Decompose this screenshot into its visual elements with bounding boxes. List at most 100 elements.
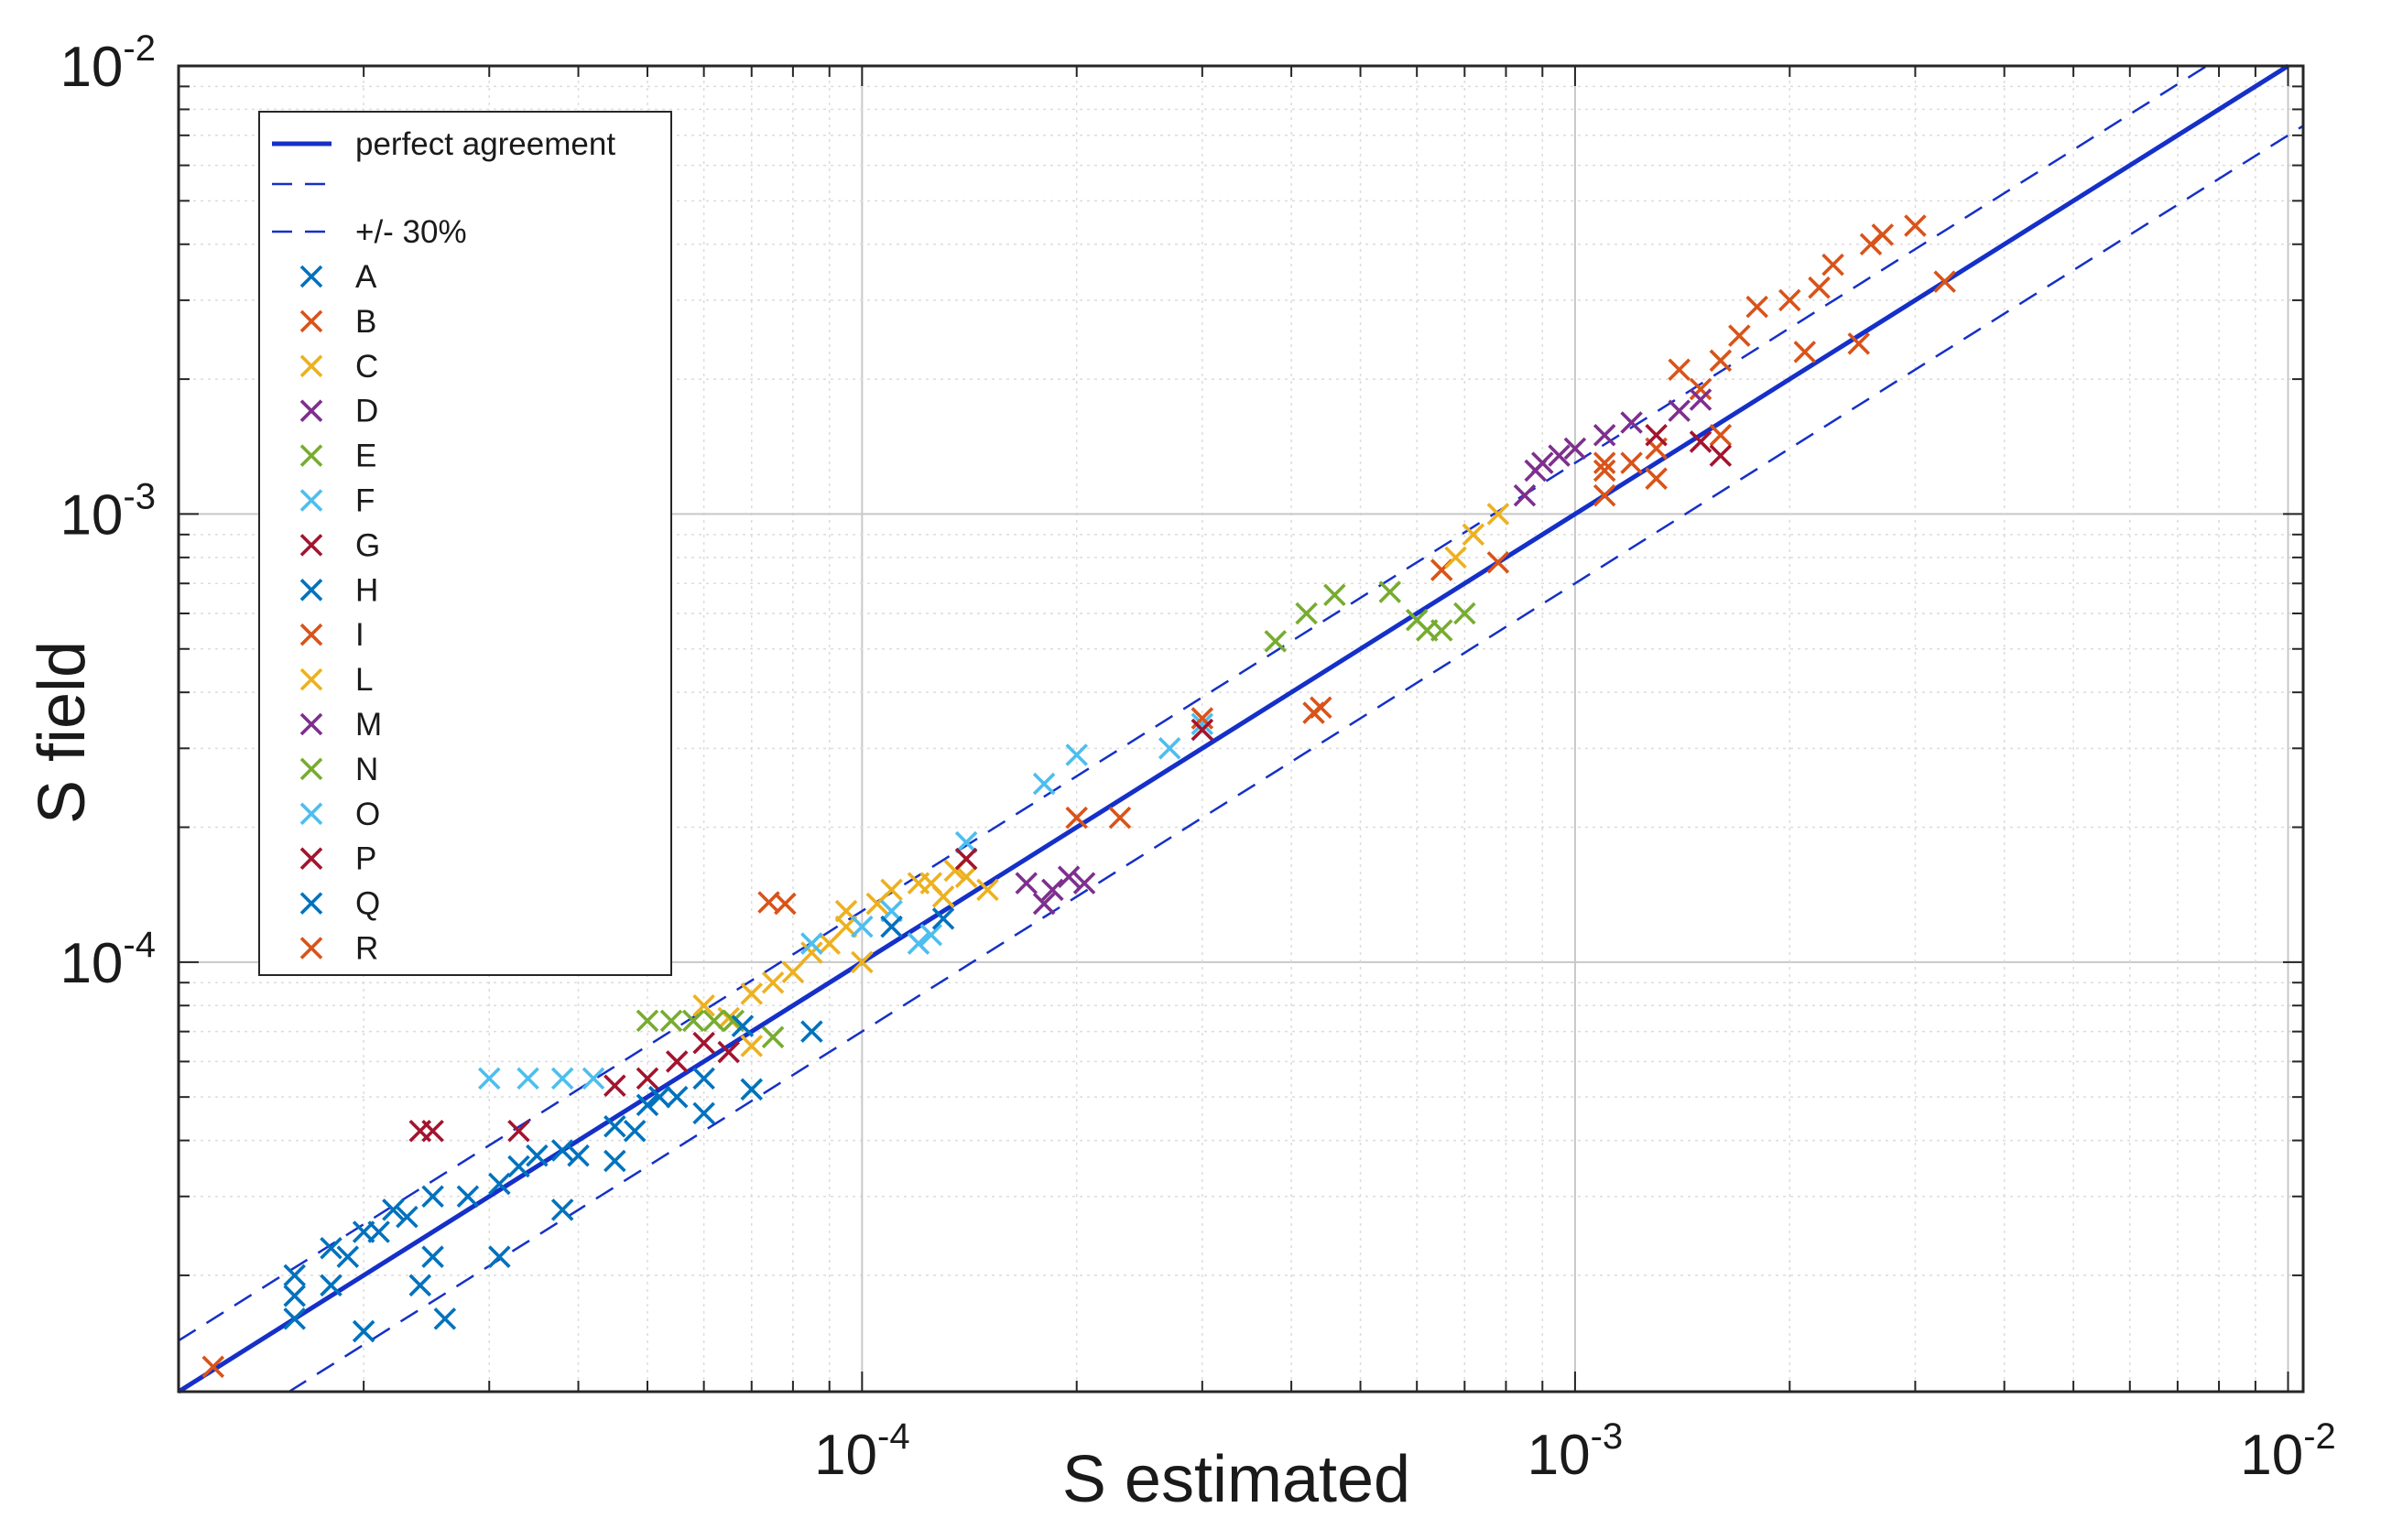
data-point-p xyxy=(1190,718,1214,742)
legend-label-f: F xyxy=(355,483,375,519)
legend-label-l: L xyxy=(355,662,373,698)
legend-marker-p xyxy=(299,847,323,870)
data-point-g xyxy=(717,1040,740,1064)
legend-label-c: C xyxy=(355,349,378,385)
data-point-i xyxy=(1645,467,1668,490)
data-point-p xyxy=(1689,430,1712,453)
data-point-n xyxy=(659,1009,683,1033)
data-point-l xyxy=(880,878,903,902)
data-point-c xyxy=(954,865,978,888)
data-point-o xyxy=(954,830,978,854)
legend-marker-i xyxy=(299,623,323,646)
data-point-l xyxy=(1462,523,1485,547)
data-point-i xyxy=(1108,806,1132,830)
data-point-f xyxy=(907,932,930,955)
data-point-n xyxy=(681,1009,705,1033)
data-point-m xyxy=(1015,872,1038,895)
data-point-i xyxy=(1486,550,1510,574)
data-point-d xyxy=(1548,444,1571,467)
data-point-r xyxy=(1620,451,1643,474)
data-point-b xyxy=(1593,459,1616,483)
data-point-m xyxy=(1563,437,1587,461)
data-point-m xyxy=(1593,423,1616,447)
data-point-g xyxy=(665,1050,689,1073)
data-point-b xyxy=(1728,324,1751,347)
data-point-e xyxy=(1264,630,1288,653)
data-point-h xyxy=(603,1149,626,1173)
data-point-m xyxy=(1057,865,1081,888)
data-point-q xyxy=(488,1172,511,1196)
legend-label-r: R xyxy=(355,931,378,967)
y-axis-label: S field xyxy=(26,641,99,824)
data-point-f xyxy=(477,1067,501,1090)
data-point-e xyxy=(1295,602,1318,625)
data-point-a xyxy=(603,1114,626,1138)
legend-label-n: N xyxy=(355,752,378,787)
data-point-i xyxy=(1593,451,1616,474)
legend-marker-g xyxy=(299,534,323,557)
legend-label-h: H xyxy=(355,572,378,608)
legend-marker-a xyxy=(299,265,323,288)
data-point-g xyxy=(421,1119,444,1143)
legend-marker-m xyxy=(299,712,323,736)
data-point-l xyxy=(976,878,999,902)
legend-label-p: P xyxy=(355,841,376,877)
legend-marker-c xyxy=(299,354,323,378)
data-point-a xyxy=(550,1139,574,1162)
data-points xyxy=(201,214,1956,1379)
data-point-q xyxy=(880,915,903,938)
data-point-m xyxy=(1041,878,1064,902)
plot-frame xyxy=(177,64,2305,1394)
data-point-c xyxy=(800,941,823,964)
legend-marker-e xyxy=(299,444,323,467)
legend-label-a: A xyxy=(355,259,377,295)
data-point-h xyxy=(740,1078,764,1101)
legend-label-d: D xyxy=(355,394,378,429)
data-point-q xyxy=(623,1119,647,1143)
data-point-f xyxy=(1190,712,1214,735)
data-point-n xyxy=(702,1009,725,1033)
tolerance-line xyxy=(288,125,2304,1394)
legend-marker-h xyxy=(299,579,323,602)
data-point-b xyxy=(1933,270,1956,293)
data-point-b xyxy=(1904,214,1927,237)
data-point-h xyxy=(433,1307,457,1330)
data-point-l xyxy=(919,872,943,895)
legend-line-label: +/- 30% xyxy=(355,214,467,250)
data-point-q xyxy=(320,1236,342,1260)
data-point-p xyxy=(1645,423,1668,447)
x-axis-label: S estimated xyxy=(1062,1443,1410,1516)
legend-label-o: O xyxy=(355,797,380,832)
data-point-f xyxy=(1065,743,1088,766)
data-point-d xyxy=(1689,388,1712,411)
axis-ticks: 10-4 10-3 10-2 10-4 10-3 10-2 xyxy=(60,28,2335,1487)
data-point-f xyxy=(1158,737,1181,760)
data-point-a xyxy=(507,1155,530,1178)
data-point-r xyxy=(1808,276,1831,299)
data-point-m xyxy=(1513,483,1537,507)
legend-label-i: I xyxy=(355,617,364,653)
data-point-a xyxy=(336,1245,360,1268)
data-point-b xyxy=(1847,332,1871,355)
y-tick-label: 10-3 xyxy=(60,476,156,547)
data-point-p xyxy=(954,847,978,871)
data-point-q xyxy=(421,1185,444,1209)
data-point-q xyxy=(931,907,955,930)
data-point-h xyxy=(488,1245,511,1268)
legend-marker-n xyxy=(299,757,323,781)
legend-marker-l xyxy=(299,667,323,691)
data-point-m xyxy=(1032,892,1056,916)
x-tick-label: 10-2 xyxy=(2240,1416,2336,1487)
data-point-q xyxy=(692,1067,715,1090)
legend-label-q: Q xyxy=(355,886,380,922)
legend-marker-d xyxy=(299,399,323,422)
data-point-r xyxy=(201,1355,225,1379)
legend-marker-o xyxy=(299,802,323,826)
data-point-q xyxy=(283,1263,306,1287)
data-point-n xyxy=(636,1009,659,1033)
data-point-r xyxy=(1871,223,1895,246)
data-point-c xyxy=(740,982,764,1005)
data-point-f xyxy=(516,1067,539,1090)
data-point-d xyxy=(1620,411,1643,434)
